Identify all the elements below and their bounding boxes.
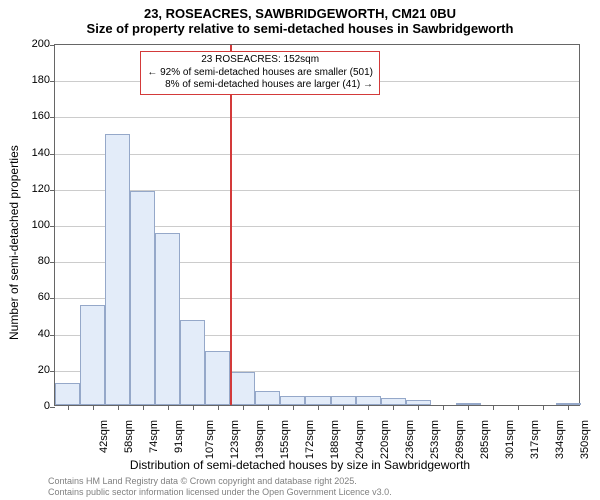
y-tick-label: 160 <box>14 110 50 122</box>
y-tick-label: 100 <box>14 219 50 231</box>
annotation-box: 23 ROSEACRES: 152sqm ← 92% of semi-detac… <box>140 51 380 95</box>
x-tick-label: 285sqm <box>479 420 491 459</box>
y-tick-label: 20 <box>14 364 50 376</box>
x-tick-label: 334sqm <box>555 420 567 459</box>
y-tick-label: 60 <box>14 291 50 303</box>
x-tick-label: 301sqm <box>504 420 516 459</box>
histogram-bar <box>180 320 205 405</box>
footnote-line-2: Contains public sector information licen… <box>48 487 392 498</box>
y-tick-label: 40 <box>14 328 50 340</box>
x-tick-label: 42sqm <box>98 420 110 453</box>
x-tick-label: 188sqm <box>329 420 341 459</box>
plot-area: 23 ROSEACRES: 152sqm ← 92% of semi-detac… <box>54 44 580 406</box>
histogram-bar <box>230 372 255 405</box>
histogram-bar <box>155 233 180 405</box>
x-tick-label: 236sqm <box>404 420 416 459</box>
annotation-line-3: 8% of semi-detached houses are larger (4… <box>147 79 373 92</box>
histogram-bar <box>205 351 230 405</box>
x-axis-label: Distribution of semi-detached houses by … <box>0 458 600 472</box>
x-tick-label: 107sqm <box>204 420 216 459</box>
chart-container: 23, ROSEACRES, SAWBRIDGEWORTH, CM21 0BU … <box>0 0 600 500</box>
x-tick-label: 58sqm <box>123 420 135 453</box>
x-tick-label: 74sqm <box>148 420 160 453</box>
y-tick-label: 120 <box>14 183 50 195</box>
histogram-bar <box>305 396 330 405</box>
chart-title-sub: Size of property relative to semi-detach… <box>0 21 600 40</box>
histogram-bar <box>381 398 406 405</box>
histogram-bar <box>55 383 80 405</box>
x-tick-label: 350sqm <box>580 420 592 459</box>
x-tick-label: 155sqm <box>279 420 291 459</box>
x-tick-label: 204sqm <box>354 420 366 459</box>
histogram-bar <box>255 391 280 405</box>
histogram-bar <box>356 396 381 405</box>
footnote-line-1: Contains HM Land Registry data © Crown c… <box>48 476 392 487</box>
histogram-bar <box>105 134 130 406</box>
x-tick-label: 139sqm <box>254 420 266 459</box>
plot-frame: 23 ROSEACRES: 152sqm ← 92% of semi-detac… <box>54 44 580 406</box>
histogram-bar <box>280 396 305 405</box>
annotation-line-2: ← 92% of semi-detached houses are smalle… <box>147 67 373 80</box>
x-tick-label: 123sqm <box>229 420 241 459</box>
reference-line <box>230 45 232 405</box>
x-tick-label: 172sqm <box>304 420 316 459</box>
y-tick-label: 0 <box>14 400 50 412</box>
histogram-bar <box>80 305 105 405</box>
y-tick-label: 180 <box>14 74 50 86</box>
x-tick-label: 220sqm <box>379 420 391 459</box>
y-axis-label: Number of semi-detached properties <box>7 145 21 340</box>
chart-title-main: 23, ROSEACRES, SAWBRIDGEWORTH, CM21 0BU <box>0 0 600 21</box>
y-tick-label: 140 <box>14 147 50 159</box>
x-tick-label: 91sqm <box>173 420 185 453</box>
histogram-bar <box>331 396 356 405</box>
x-tick-label: 317sqm <box>529 420 541 459</box>
histogram-bar <box>130 191 155 405</box>
annotation-line-1: 23 ROSEACRES: 152sqm <box>147 54 373 67</box>
x-tick-label: 253sqm <box>429 420 441 459</box>
y-tick-label: 200 <box>14 38 50 50</box>
footnote: Contains HM Land Registry data © Crown c… <box>48 476 392 498</box>
x-tick-label: 269sqm <box>454 420 466 459</box>
y-tick-label: 80 <box>14 255 50 267</box>
